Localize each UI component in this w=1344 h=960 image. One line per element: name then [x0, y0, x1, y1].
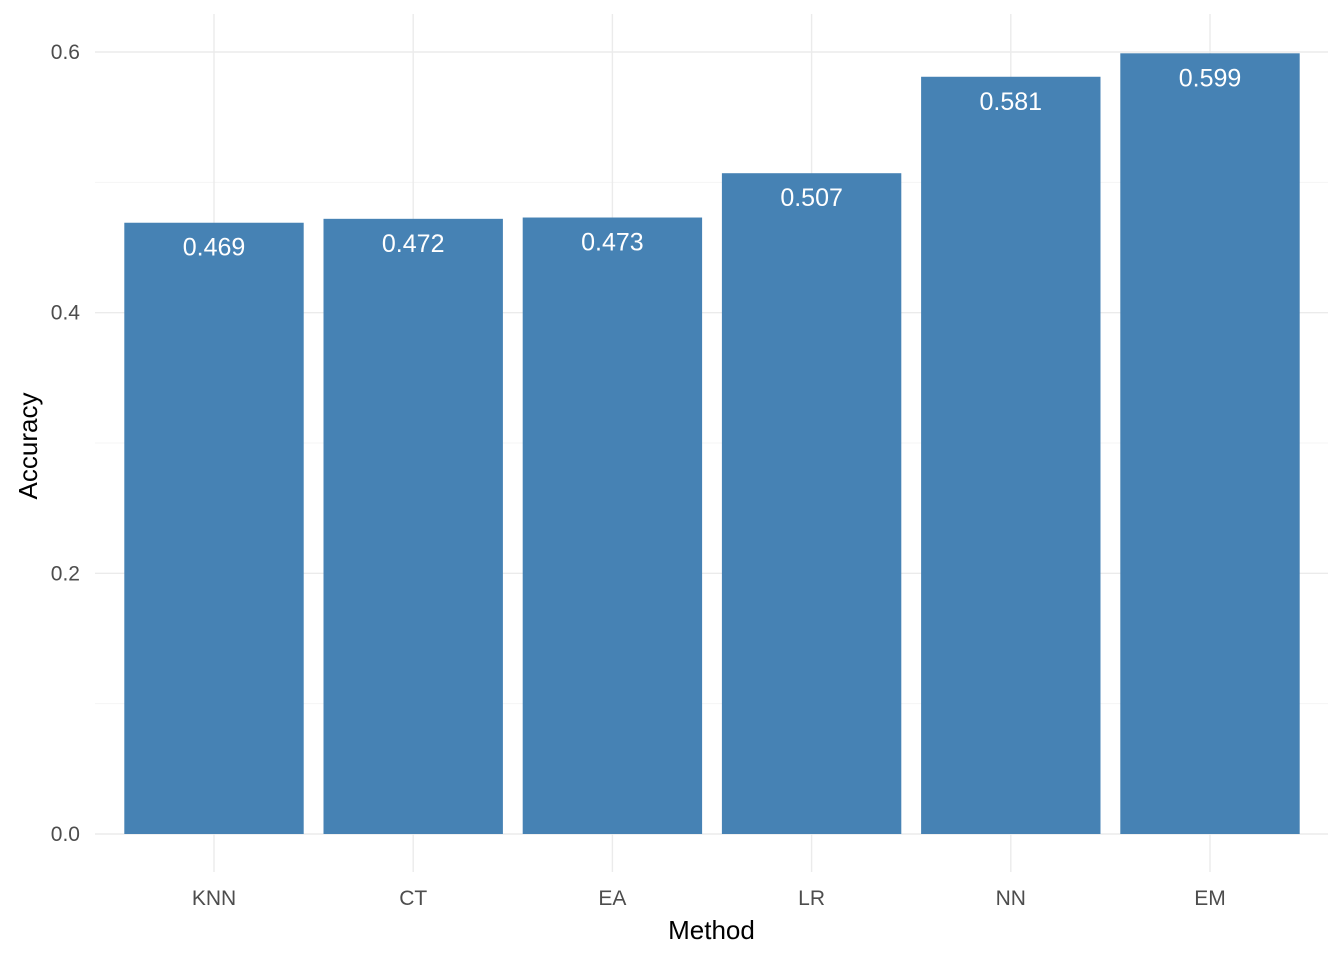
bar-value-label: 0.507 — [780, 184, 843, 212]
bar-value-label: 0.473 — [581, 229, 644, 257]
bar-ct — [323, 218, 503, 834]
x-tick-label: EM — [1194, 887, 1226, 910]
x-axis-ticks: KNN CT EA LR NN EM — [192, 887, 1226, 910]
y-axis-title: Accuracy — [13, 393, 43, 500]
bar-lr — [721, 173, 902, 834]
bar-value-label: 0.472 — [382, 230, 445, 258]
bar-value-label: 0.469 — [183, 234, 246, 262]
y-tick-label: 0.4 — [51, 302, 81, 325]
x-tick-label: CT — [399, 887, 427, 910]
y-tick-label: 0.2 — [51, 562, 80, 585]
y-tick-label: 0.6 — [51, 41, 80, 64]
x-tick-label: LR — [798, 887, 825, 910]
y-axis-ticks: 0.0 0.2 0.4 0.6 — [51, 41, 81, 846]
bar-knn — [124, 222, 304, 834]
bars — [124, 53, 1300, 835]
y-tick-label: 0.0 — [51, 823, 80, 846]
x-tick-label: NN — [996, 887, 1026, 910]
x-tick-label: EA — [598, 887, 626, 910]
bar-ea — [522, 217, 703, 835]
bar-nn — [921, 76, 1101, 835]
bar-value-label: 0.599 — [1179, 64, 1242, 92]
x-axis-title: Method — [668, 915, 755, 945]
x-tick-label: KNN — [192, 887, 236, 910]
bar-value-label: 0.581 — [980, 88, 1043, 116]
bar-em — [1120, 53, 1300, 834]
bar-value-labels: 0.469 0.472 0.473 0.507 0.581 0.599 — [183, 64, 1242, 261]
